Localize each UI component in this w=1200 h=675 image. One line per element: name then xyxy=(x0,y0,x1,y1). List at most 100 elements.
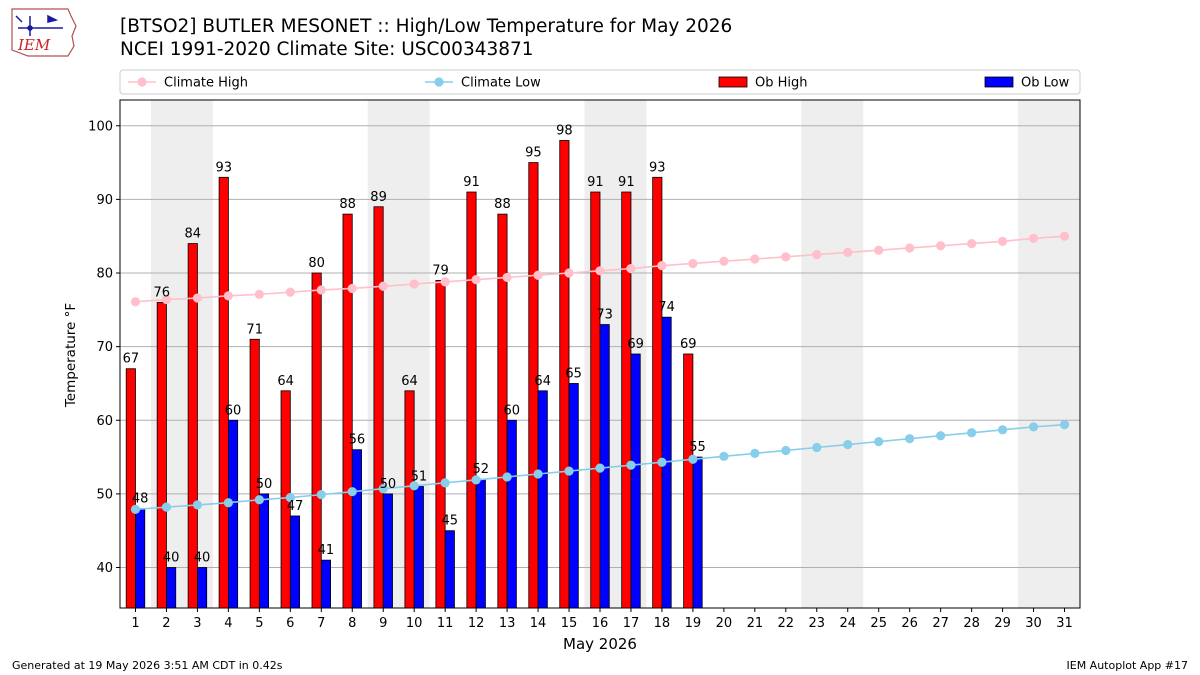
x-axis: 1 2 3 4 5 6 7 8 9 10 11 12 13 14 15 16 17 18 19 20 21 22 23 24 2… xyxy=(131,608,1073,631)
climate-low-point-3 xyxy=(192,500,203,510)
y-tick-label-100: 100 xyxy=(88,119,113,134)
x-tick-label-26: 26 xyxy=(901,616,918,631)
ob-high-label-11: 79 xyxy=(432,263,449,278)
legend-climate-low-label: Climate Low xyxy=(461,76,541,91)
climate-low-point-9 xyxy=(378,484,388,494)
weather-instrument-icon xyxy=(15,14,63,36)
y-axis: 40 50 60 70 80 90 100 xyxy=(88,119,120,576)
weekend-band-31 xyxy=(1049,100,1080,608)
ob-low-bar-9 xyxy=(382,493,393,609)
legend-ob-low-swatch xyxy=(984,76,1014,88)
climate-low-point-14 xyxy=(533,469,543,479)
ob-low-label-13: 60 xyxy=(503,403,520,418)
climate-low-point-5 xyxy=(254,495,264,505)
x-tick-label-8: 8 xyxy=(348,616,356,631)
climate-high-point-17 xyxy=(626,263,636,274)
climate-low-point-20 xyxy=(719,451,729,461)
y-tick-label-50: 50 xyxy=(96,487,113,502)
climate-low-point-6 xyxy=(285,492,295,503)
ob-high-bar-12 xyxy=(466,191,477,609)
climate-low-point-16 xyxy=(595,463,605,473)
climate-high-point-6 xyxy=(285,287,295,297)
climate-low-point-19 xyxy=(688,454,698,464)
ob-high-bar-10 xyxy=(404,390,415,609)
climate-high-point-15 xyxy=(564,268,574,278)
x-tick-label-10: 10 xyxy=(406,616,423,631)
legend-climate-high-marker-swatch xyxy=(137,77,147,87)
weekend-band-30 xyxy=(1018,100,1050,608)
ob-low-bar-2 xyxy=(166,567,177,609)
ob-high-label-2: 76 xyxy=(154,285,171,300)
climate-low-point-29 xyxy=(997,425,1008,435)
bar-value-labels: 67 76 84 93 71 64 80 88 89 64 79 91 88 95 98 91 91 93 69 48… xyxy=(123,123,706,565)
y-tick-label-60: 60 xyxy=(96,414,113,429)
climate-low-point-31 xyxy=(1059,420,1070,430)
ob-low-label-5: 50 xyxy=(256,477,273,492)
ob-low-bar-19 xyxy=(692,456,703,609)
ob-low-label-4: 60 xyxy=(225,403,242,418)
climate-high-point-25 xyxy=(874,245,884,255)
climate-high-point-19 xyxy=(688,258,698,269)
x-tick-label-13: 13 xyxy=(499,616,516,631)
climate-high-point-4 xyxy=(223,291,233,301)
ob-high-bar-9 xyxy=(373,206,384,609)
climate-low-point-18 xyxy=(657,457,667,467)
ob-low-label-9: 50 xyxy=(380,477,397,492)
ob-low-bar-6 xyxy=(289,515,301,609)
climate-high-point-16 xyxy=(595,266,605,276)
climate-high-point-23 xyxy=(812,250,822,260)
ob-low-bar-1 xyxy=(135,508,146,609)
legend-ob-high-swatch xyxy=(718,76,748,88)
x-tick-label-20: 20 xyxy=(716,616,733,631)
ob-high-label-15: 98 xyxy=(556,123,573,138)
x-tick-label-2: 2 xyxy=(162,616,170,631)
ob-high-label-17: 91 xyxy=(618,175,635,190)
generated-timestamp: Generated at 19 May 2026 3:51 AM CDT in … xyxy=(12,659,283,672)
ob-low-label-16: 73 xyxy=(596,308,613,323)
climate-high-point-28 xyxy=(967,238,977,249)
climate-low-point-24 xyxy=(843,439,853,450)
ob-low-label-11: 45 xyxy=(442,514,459,529)
climate-low-point-15 xyxy=(564,466,574,476)
x-tick-label-11: 11 xyxy=(437,616,454,631)
ob-low-bar-15 xyxy=(568,383,579,609)
ob-low-label-6: 47 xyxy=(287,499,304,514)
ob-high-bar-1 xyxy=(125,368,136,609)
climate-low-point-23 xyxy=(812,442,822,453)
ob-high-label-18: 93 xyxy=(649,160,666,175)
climate-low-point-11 xyxy=(440,478,450,488)
legend: Climate High Climate Low Ob High Ob Low xyxy=(119,69,1081,95)
climate-high-point-13 xyxy=(502,272,512,283)
ob-low-bar-3 xyxy=(197,567,208,609)
ob-low-bar-7 xyxy=(320,559,331,609)
ob-high-bar-16 xyxy=(590,191,601,609)
climate-low-point-4 xyxy=(223,498,233,508)
climate-high-point-29 xyxy=(997,236,1008,246)
ob-low-label-17: 69 xyxy=(627,337,644,352)
ob-low-label-1: 48 xyxy=(132,492,149,507)
ob-high-label-9: 89 xyxy=(370,190,387,205)
climate-high-point-8 xyxy=(347,283,357,294)
ob-high-label-7: 80 xyxy=(308,256,325,271)
x-tick-label-4: 4 xyxy=(224,616,232,631)
climate-low-point-8 xyxy=(347,487,357,497)
climate-low-point-2 xyxy=(161,502,172,512)
climate-high-point-18 xyxy=(657,261,667,271)
ob-high-label-12: 91 xyxy=(463,175,480,190)
x-tick-label-18: 18 xyxy=(654,616,671,631)
ob-high-bar-17 xyxy=(621,191,632,609)
ob-high-label-14: 95 xyxy=(525,146,542,161)
ob-low-bar-5 xyxy=(258,493,270,609)
ob-low-bar-14 xyxy=(537,390,548,609)
x-tick-label-6: 6 xyxy=(286,616,294,631)
x-tick-label-3: 3 xyxy=(193,616,201,631)
ob-low-label-10: 51 xyxy=(411,470,428,485)
ob-high-label-3: 84 xyxy=(185,227,202,242)
ob-high-bar-19 xyxy=(683,353,694,609)
climate-high-point-27 xyxy=(936,241,946,251)
climate-low-point-21 xyxy=(750,448,760,458)
legend-box xyxy=(119,69,1081,95)
ob-low-bar-10 xyxy=(413,486,424,609)
ob-high-bar-5 xyxy=(249,338,260,609)
